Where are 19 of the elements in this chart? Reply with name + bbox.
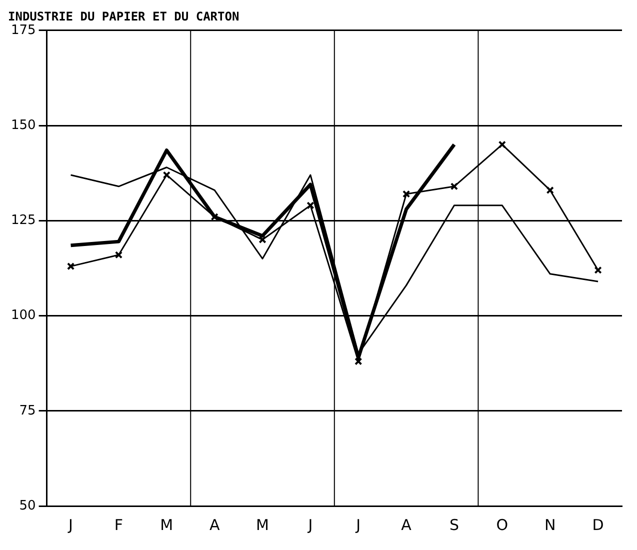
y-tick-label: 75 xyxy=(19,403,36,418)
x-tick-label: J xyxy=(307,516,313,534)
x-tick-label: S xyxy=(449,516,460,534)
x-tick-label: M xyxy=(160,516,174,534)
y-tick-label: 175 xyxy=(10,22,36,38)
x-tick-label: O xyxy=(496,516,508,534)
x-tick-label: D xyxy=(592,516,604,534)
x-tick-label: M xyxy=(256,516,269,534)
x-tick-label: N xyxy=(544,516,556,534)
y-tick-label: 125 xyxy=(10,213,36,228)
x-tick-label: A xyxy=(209,516,220,534)
y-tick-label: 150 xyxy=(10,118,36,133)
x-tick-label: J xyxy=(355,516,361,534)
chart-title: INDUSTRIE DU PAPIER ET DU CARTON xyxy=(8,9,240,24)
x-tick-label: J xyxy=(68,516,73,534)
y-tick-label: 50 xyxy=(19,498,36,514)
x-tick-label: A xyxy=(401,516,412,534)
y-tick-label: 100 xyxy=(10,308,36,324)
x-tick-label: F xyxy=(114,516,124,534)
